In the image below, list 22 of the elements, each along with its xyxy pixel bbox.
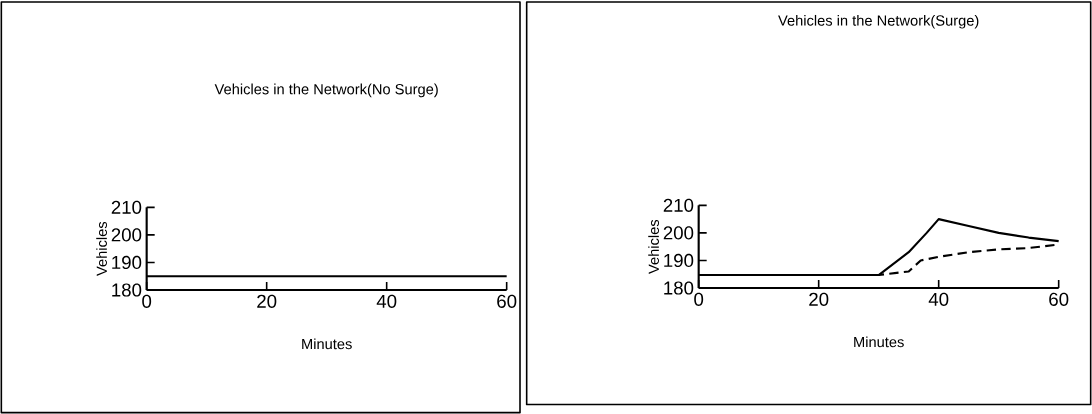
y-tick-label: 180 — [664, 281, 694, 295]
x-axis-title: Minutes — [302, 338, 352, 350]
y-tick-label: 200 — [663, 226, 694, 240]
x-axis-title: Minutes — [854, 336, 904, 348]
y-axis-title: Vehicles — [648, 219, 659, 274]
x-tick-label: 40 — [928, 292, 949, 306]
x-tick-label: 0 — [694, 292, 704, 306]
x-tick-label: 60 — [1049, 292, 1069, 306]
y-tick-label: 200 — [111, 228, 142, 242]
y-tick-label: 210 — [663, 198, 694, 212]
y-tick-label: 210 — [111, 200, 142, 214]
x-tick-label: 0 — [142, 294, 152, 308]
chart-title: Vehicles in the Network(No Surge) — [214, 83, 438, 98]
x-tick-label: 20 — [809, 292, 829, 306]
y-axis-title: Vehicles — [96, 221, 107, 276]
y-tick-label: 190 — [112, 255, 142, 270]
x-tick-label: 20 — [257, 294, 277, 308]
x-tick-label: 40 — [376, 294, 397, 308]
chart-title: Vehicles in the Network(Surge) — [778, 14, 979, 29]
x-tick-label: 60 — [497, 294, 517, 308]
y-tick-label: 190 — [664, 253, 694, 268]
y-tick-label: 180 — [112, 283, 142, 297]
